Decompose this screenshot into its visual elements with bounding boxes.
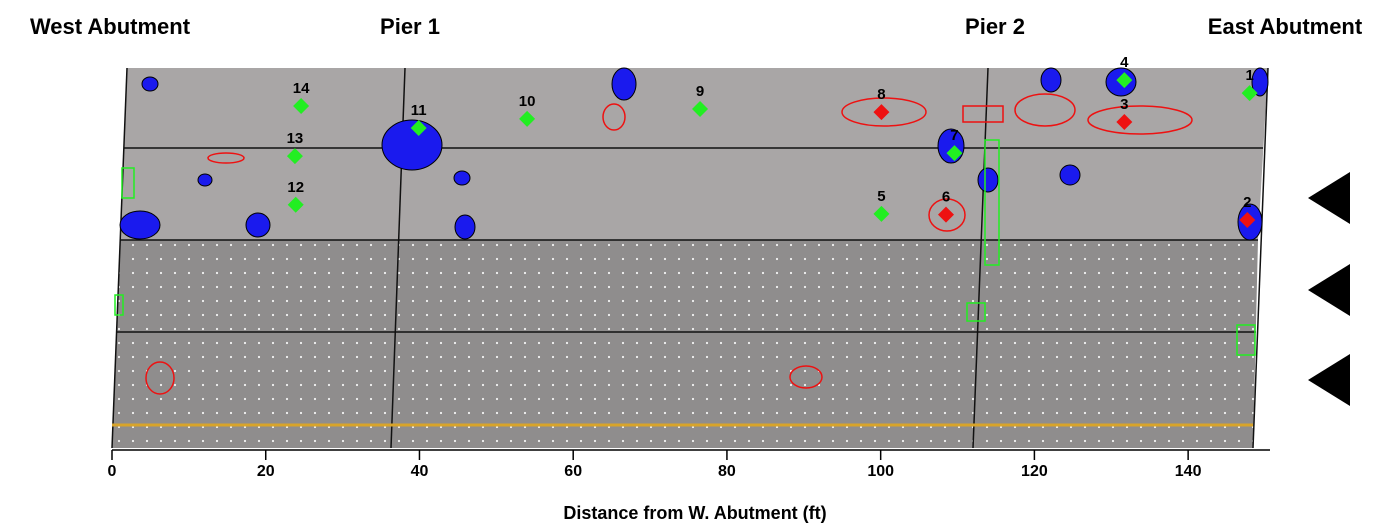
point-label: 12 (287, 179, 304, 196)
point-label: 4 (1120, 54, 1129, 71)
point (692, 101, 709, 118)
point (1116, 113, 1133, 130)
point-label: 10 (519, 93, 536, 110)
deck-upper (120, 68, 1268, 240)
point-label: 14 (293, 80, 310, 97)
x-tick-label: 80 (718, 463, 736, 480)
point-label: 2 (1243, 194, 1251, 211)
point-label: 8 (877, 86, 885, 103)
point (286, 148, 303, 165)
green-areas (114, 139, 1256, 356)
red-areas (145, 93, 1193, 395)
deck-dots (112, 240, 1258, 448)
point (873, 205, 890, 222)
header-label: Pier 1 (380, 14, 440, 39)
point-label: 3 (1120, 96, 1128, 113)
header-label: West Abutment (30, 14, 191, 39)
point-label: 5 (877, 188, 885, 205)
point (873, 104, 890, 121)
point-label: 7 (950, 127, 958, 144)
x-tick-label: 100 (867, 463, 894, 480)
x-tick-label: 120 (1021, 463, 1048, 480)
header-label: East Abutment (1208, 14, 1363, 39)
x-tick-label: 0 (108, 463, 117, 480)
point (410, 120, 427, 137)
traffic-arrows (1308, 172, 1350, 406)
point-label: 13 (287, 130, 304, 147)
point-label: 11 (411, 102, 427, 119)
point (293, 98, 310, 114)
point-label: 9 (696, 83, 704, 100)
point-label: 6 (942, 189, 950, 206)
x-tick-label: 60 (564, 463, 582, 480)
point (1239, 212, 1256, 228)
x-tick-label: 40 (411, 463, 429, 480)
point (946, 145, 963, 162)
point (287, 196, 304, 213)
point (1116, 72, 1133, 89)
x-tick-label: 140 (1175, 463, 1202, 480)
point-label: 1 (1245, 67, 1253, 84)
point (1241, 85, 1258, 102)
x-axis-label: Distance from W. Abutment (ft) (563, 503, 826, 523)
header-label: Pier 2 (965, 14, 1025, 39)
point (519, 110, 536, 127)
x-tick-label: 20 (257, 463, 275, 480)
point (938, 206, 955, 223)
